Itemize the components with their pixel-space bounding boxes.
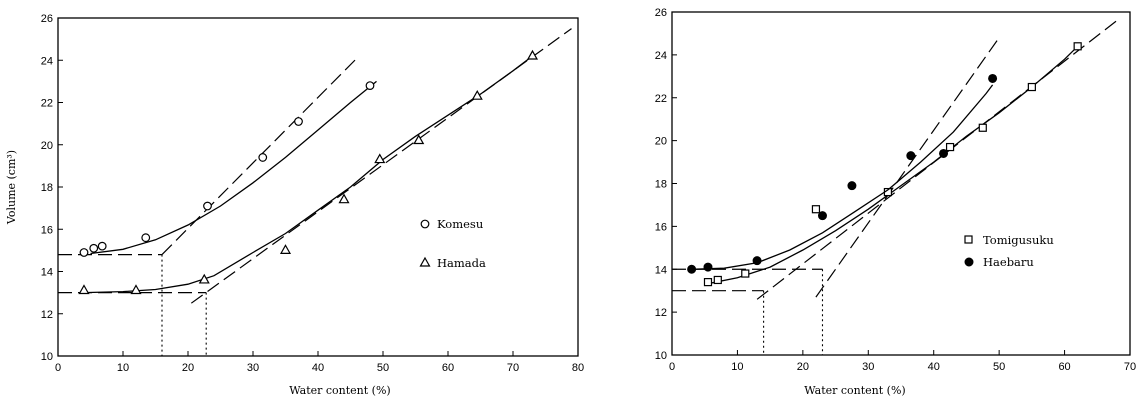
y-tick-label: 24 [41,55,53,67]
series-left [78,49,539,295]
x-tick-label: 40 [928,361,940,373]
y-tick-label: 20 [655,136,667,148]
fit-curve-hamada [83,55,533,294]
data-point-haebaru [906,151,916,161]
data-point-komesu [141,233,151,243]
x-tick-label: 30 [247,362,259,374]
data-point-haebaru [752,256,762,266]
x-tick-label: 80 [572,362,584,374]
x-ticks-right: 0 10 20 30 40 50 60 70 [669,350,1136,373]
y-tick-label: 14 [41,267,53,279]
data-point-komesu [294,117,303,126]
data-point-tomigusuku [1027,82,1036,92]
data-point-hamada [526,49,539,60]
y-tick-label: 12 [41,309,53,321]
x-tick-label: 70 [507,362,519,374]
data-point-hamada [279,244,292,254]
legend-left: Komesu Hamada [419,217,486,270]
x-tick-label: 20 [797,361,809,373]
data-point-komesu [89,243,99,253]
x-tick-label: 20 [182,362,194,374]
data-point-haebaru [847,181,857,191]
data-point-hamada [198,273,210,284]
data-point-komesu [203,201,212,211]
x-tick-label: 30 [862,361,874,373]
y-tick-label: 10 [655,350,667,362]
data-point-tomigusuku [811,205,821,214]
y-tick-label: 16 [41,224,53,236]
fit-curve-haebaru [691,84,994,270]
data-point-haebaru [939,148,949,158]
fit-curve-komesu [90,80,377,255]
legend-right: Tomigusuku Haebaru [964,233,1054,269]
x-tick-label: 10 [117,362,129,374]
data-point-hamada [78,284,90,295]
data-point-tomigusuku [713,275,722,285]
x-tick-label: 50 [377,362,389,374]
y-axis-label-left: Volume (cm³) [5,150,18,225]
legend-label-haebaru: Haebaru [983,255,1034,269]
asymptote-line-haebaru [815,37,1000,298]
plot-frame-left [57,17,579,357]
data-point-hamada [471,89,483,100]
y-tick-label: 20 [41,140,53,152]
x-tick-label: 70 [1124,361,1136,373]
legend-marker-hamada [419,256,431,267]
data-point-komesu [258,153,268,162]
x-tick-label: 60 [1058,361,1070,373]
x-tick-label: 0 [669,361,675,373]
legend-marker-tomigusuku [964,235,973,244]
series-right [687,42,1082,287]
data-point-tomigusuku [945,142,955,152]
y-tick-label: 12 [655,307,667,319]
legend-label-hamada: Hamada [437,256,486,270]
data-point-tomigusuku [978,123,987,132]
x-tick-label: 10 [731,361,743,373]
y-tick-label: 18 [655,179,667,191]
data-point-komesu [79,248,89,257]
y-ticks-left: 10 12 14 16 18 20 22 24 26 [41,13,63,363]
y-tick-label: 26 [41,13,53,25]
data-point-tomigusuku [741,269,750,278]
fit-curve-tomigusuku [704,45,1079,285]
data-point-haebaru [703,262,713,272]
y-tick-label: 22 [41,98,53,110]
y-tick-label: 10 [41,351,53,363]
x-tick-label: 40 [312,362,324,374]
data-point-haebaru [687,264,697,274]
data-point-hamada [338,193,350,204]
data-point-komesu [365,81,375,90]
data-point-hamada [130,284,142,295]
legend-label-tomigusuku: Tomigusuku [983,233,1054,247]
data-point-haebaru [817,211,827,221]
y-tick-label: 16 [655,221,667,233]
y-tick-label: 14 [655,264,667,276]
y-tick-label: 18 [41,182,53,194]
data-point-hamada [374,153,386,164]
legend-label-komesu: Komesu [437,217,483,231]
y-tick-label: 26 [655,7,667,19]
legend-marker-komesu [420,219,430,229]
data-point-hamada [413,134,425,145]
x-tick-label: 50 [993,361,1005,373]
legend-marker-haebaru [964,257,974,267]
x-axis-label-left: Water content (%) [289,384,390,397]
x-ticks-left: 0 10 20 30 40 50 60 70 80 [55,351,584,374]
x-axis-label-right: Water content (%) [804,384,905,397]
y-tick-label: 22 [655,93,667,105]
data-point-tomigusuku [703,278,713,287]
data-point-komesu [97,241,107,251]
y-tick-label: 24 [655,50,667,62]
x-tick-label: 60 [442,362,454,374]
y-ticks-right: 10 12 14 16 18 20 22 24 26 [655,7,677,362]
data-point-tomigusuku [1073,42,1082,51]
data-point-haebaru [988,73,998,83]
guides-left [58,28,572,356]
x-tick-label: 0 [55,362,61,374]
